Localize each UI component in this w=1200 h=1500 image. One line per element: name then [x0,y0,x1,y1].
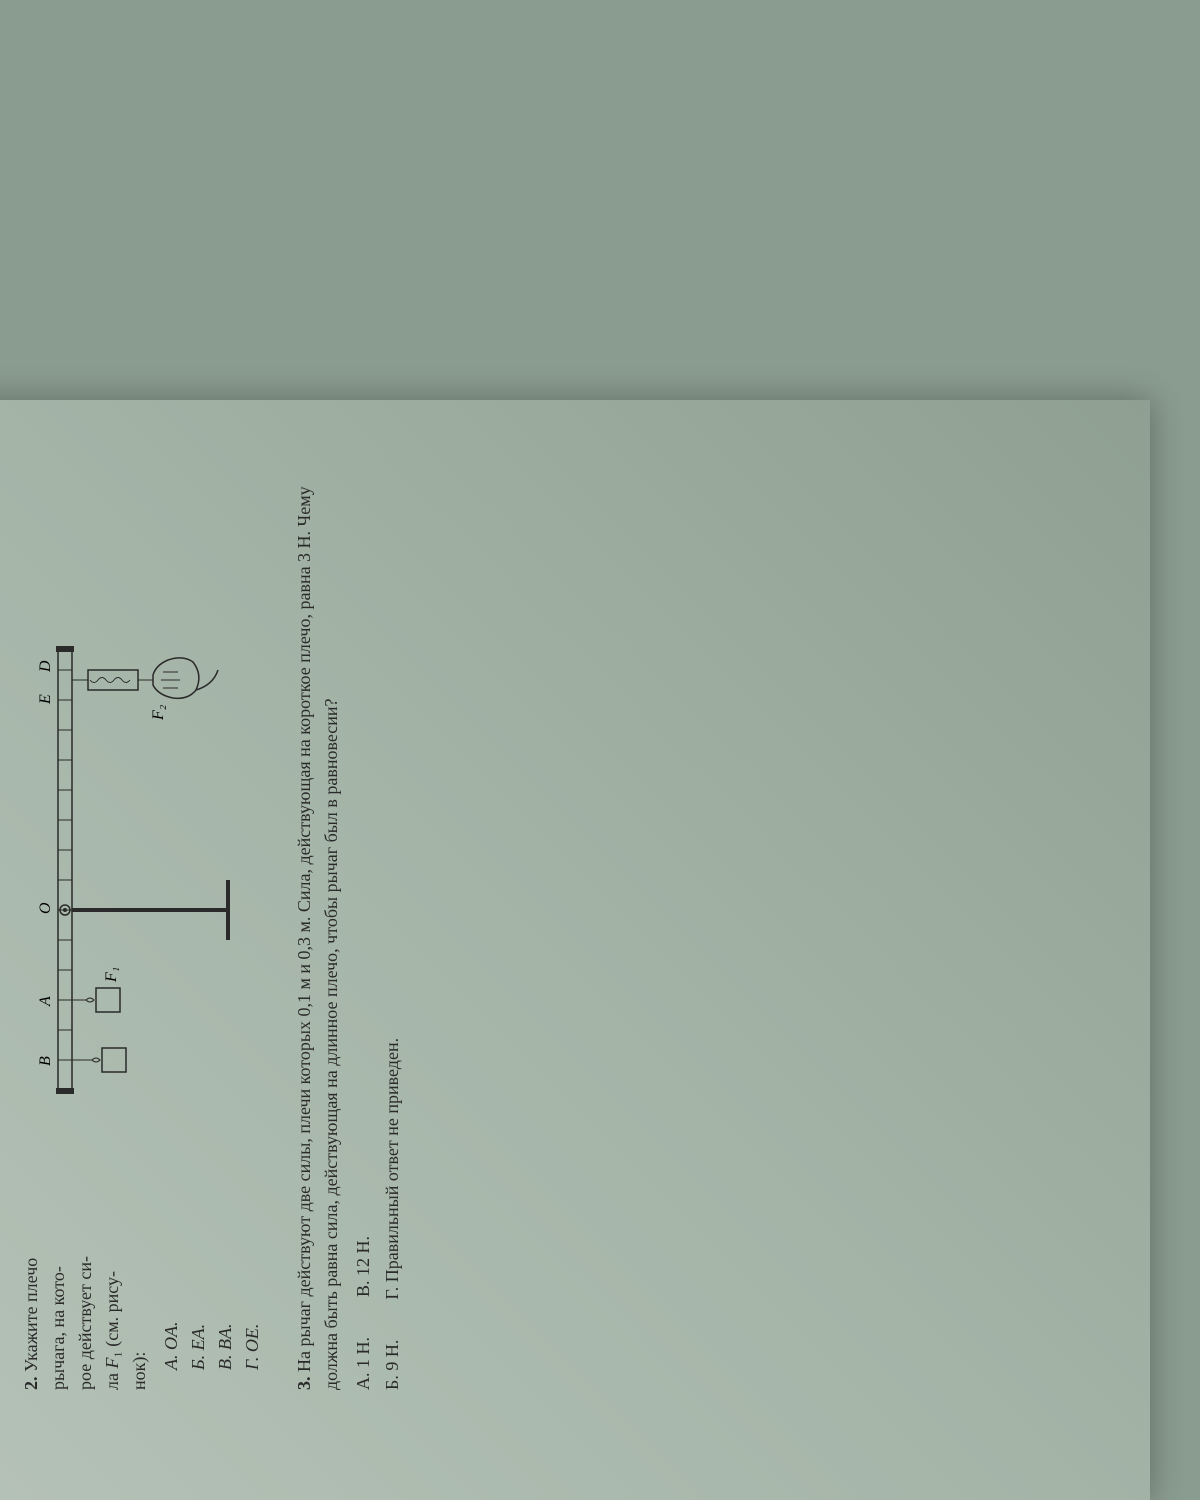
q3-option-v: В. 12 Н. [353,1236,374,1297]
q2-line3: рое действует си- [72,1140,99,1420]
q2-line1: Укажите плечо [21,1258,41,1372]
textbook-page: Т-14 В-1 1. Какой простой механизм изобр… [0,400,1150,1500]
label-B: B [37,1056,54,1066]
label-F1: F₁ [103,967,120,983]
q2-option-g: Г. OE. [239,1140,266,1370]
q3-number: 3. [294,1377,314,1391]
lever-diagram-area: B A O E D F₁ [18,480,266,1110]
question-3: 3. На рычаг действуют две силы, плечи ко… [291,480,403,1420]
q2-option-v: В. BA. [212,1140,239,1370]
q3-option-g: Г. Правильный ответ не приведен. [382,1038,403,1300]
label-F2: F₂ [150,704,167,721]
label-A: A [37,996,54,1007]
q2-number: 2. [21,1377,41,1391]
q2-text-block: 2. Укажите плечо рычага, на кото- рое де… [18,1140,266,1420]
lever-svg: B A O E D F₁ [18,610,238,1110]
q3-text: На рычаг действуют две силы, плечи котор… [294,486,341,1390]
label-E: E [37,694,54,705]
q2-option-a: А. OA. [158,1140,185,1370]
q3-body: 3. На рычаг действуют две силы, плечи ко… [291,480,345,1420]
question-2: 2. Укажите плечо рычага, на кото- рое де… [18,480,266,1420]
q2-options: А. OA. Б. EA. В. BA. Г. OE. [158,1140,266,1420]
q2-line2: рычага, на кото- [45,1140,72,1420]
q2-line5: нок): [126,1140,153,1420]
q3-options-row1: А. 1 Н. В. 12 Н. [353,480,374,1420]
q3-option-b: Б. 9 Н. [382,1340,403,1390]
q2-line4: ла F₁ (см. рису- [99,1140,126,1420]
q3-options-row2: Б. 9 Н. Г. Правильный ответ не приведен. [382,480,403,1420]
label-D: D [37,660,54,673]
q3-option-a: А. 1 Н. [353,1337,374,1390]
q2-option-b: Б. EA. [185,1140,212,1370]
q2-container: 2. Укажите плечо рычага, на кото- рое де… [18,480,266,1420]
label-O: O [37,902,54,914]
